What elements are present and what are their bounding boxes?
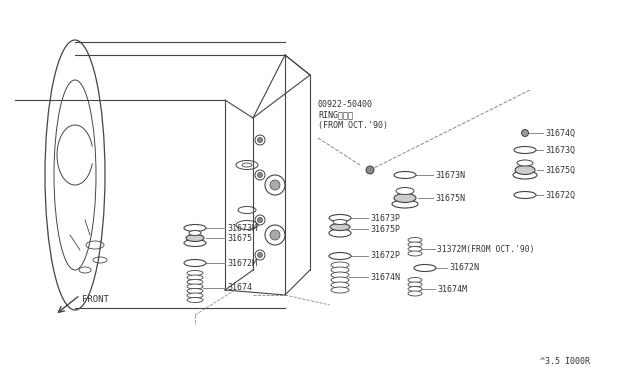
Text: 31673N: 31673N <box>435 170 465 180</box>
Ellipse shape <box>394 193 416 202</box>
Text: 31673M: 31673M <box>227 224 257 232</box>
Circle shape <box>257 253 262 257</box>
Text: 31674: 31674 <box>227 283 252 292</box>
Text: ^3.5 I000R: ^3.5 I000R <box>540 357 590 366</box>
Text: 31674N: 31674N <box>370 273 400 282</box>
Ellipse shape <box>408 286 422 292</box>
Circle shape <box>257 138 262 142</box>
Text: 31673Q: 31673Q <box>545 145 575 154</box>
Ellipse shape <box>184 240 206 247</box>
Circle shape <box>257 218 262 222</box>
Ellipse shape <box>331 277 349 283</box>
Ellipse shape <box>408 278 422 282</box>
Ellipse shape <box>187 279 203 285</box>
Text: 00922-50400
RINGリング
(FROM OCT.'90): 00922-50400 RINGリング (FROM OCT.'90) <box>318 100 388 130</box>
Ellipse shape <box>331 282 349 288</box>
Ellipse shape <box>408 251 422 256</box>
Text: 31672P: 31672P <box>370 251 400 260</box>
Text: 31675N: 31675N <box>435 193 465 202</box>
Ellipse shape <box>189 231 201 235</box>
Ellipse shape <box>408 282 422 287</box>
Ellipse shape <box>515 166 535 174</box>
Ellipse shape <box>330 224 350 231</box>
Ellipse shape <box>414 264 436 272</box>
Ellipse shape <box>408 237 422 243</box>
Text: 31673P: 31673P <box>370 214 400 222</box>
Text: 31675: 31675 <box>227 234 252 243</box>
Ellipse shape <box>329 229 351 237</box>
Ellipse shape <box>514 147 536 154</box>
Ellipse shape <box>408 242 422 247</box>
Ellipse shape <box>184 260 206 266</box>
Ellipse shape <box>187 298 203 302</box>
Text: 31672N: 31672N <box>449 263 479 273</box>
Ellipse shape <box>517 160 533 166</box>
Ellipse shape <box>184 224 206 231</box>
Text: 31372M(FROM OCT.'90): 31372M(FROM OCT.'90) <box>437 244 534 253</box>
Ellipse shape <box>187 275 203 280</box>
Ellipse shape <box>396 187 414 195</box>
Ellipse shape <box>333 219 347 224</box>
Circle shape <box>270 180 280 190</box>
Text: FRONT: FRONT <box>82 295 109 305</box>
Ellipse shape <box>514 192 536 199</box>
Ellipse shape <box>187 270 203 276</box>
Circle shape <box>270 230 280 240</box>
Text: 31672M: 31672M <box>227 259 257 267</box>
Text: 31675Q: 31675Q <box>545 166 575 174</box>
Ellipse shape <box>331 262 349 268</box>
Text: 31674Q: 31674Q <box>545 128 575 138</box>
Ellipse shape <box>331 287 349 293</box>
Text: 31674M: 31674M <box>437 285 467 294</box>
Ellipse shape <box>331 267 349 273</box>
Ellipse shape <box>329 253 351 260</box>
Ellipse shape <box>187 289 203 294</box>
Ellipse shape <box>187 293 203 298</box>
Ellipse shape <box>408 291 422 296</box>
Ellipse shape <box>331 272 349 278</box>
Circle shape <box>257 173 262 177</box>
Text: 31672Q: 31672Q <box>545 190 575 199</box>
Ellipse shape <box>513 171 537 179</box>
Text: 31675P: 31675P <box>370 224 400 234</box>
Ellipse shape <box>394 171 416 179</box>
Ellipse shape <box>187 284 203 289</box>
Circle shape <box>522 129 529 137</box>
Ellipse shape <box>329 215 351 221</box>
Circle shape <box>366 166 374 174</box>
Ellipse shape <box>392 200 418 208</box>
Ellipse shape <box>186 234 204 241</box>
Ellipse shape <box>408 247 422 251</box>
